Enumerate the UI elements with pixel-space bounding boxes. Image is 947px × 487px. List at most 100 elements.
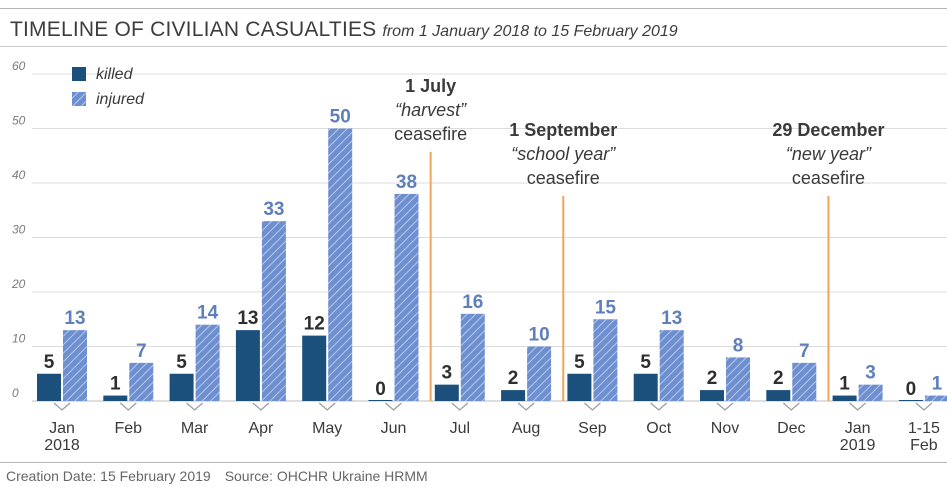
x-tick-label: May	[312, 420, 342, 437]
value-label-injured: 7	[799, 341, 810, 362]
value-label-injured: 13	[64, 308, 85, 329]
value-label-injured: 14	[197, 303, 219, 324]
x-tick-chevron	[252, 402, 270, 411]
bar-killed	[501, 390, 526, 401]
ceasefire-label: 1 July	[405, 76, 456, 96]
top-rule	[0, 8, 947, 9]
x-tick-chevron	[915, 402, 933, 411]
x-tick-chevron	[451, 402, 469, 411]
bar-injured	[261, 221, 286, 401]
bar-injured	[195, 324, 220, 401]
chart-header: TIMELINE OF CIVILIAN CASUALTIES from 1 Ja…	[10, 18, 678, 42]
x-tick-label: Oct	[646, 420, 671, 437]
value-label-killed: 1	[839, 374, 850, 395]
x-tick-chevron	[318, 402, 336, 411]
bar-killed	[169, 373, 194, 401]
legend-swatch	[72, 67, 86, 81]
y-tick-label: 50	[12, 114, 26, 128]
footer-rule	[0, 462, 947, 463]
value-label-injured: 13	[661, 308, 682, 329]
value-label-killed: 0	[375, 379, 386, 400]
x-tick-label: Feb	[115, 420, 143, 437]
value-label-injured: 8	[733, 335, 744, 356]
value-label-injured: 10	[529, 325, 550, 346]
value-label-killed: 2	[707, 368, 718, 389]
value-label-injured: 3	[865, 363, 876, 384]
x-tick-label: 1-15	[908, 420, 940, 437]
bar-injured	[129, 362, 154, 401]
x-tick-label: 2018	[44, 437, 80, 454]
ceasefire-label: ceasefire	[394, 124, 467, 144]
value-label-killed: 12	[304, 314, 325, 335]
bar-killed	[434, 384, 459, 401]
x-tick-label: Mar	[181, 420, 209, 437]
chart-title: TIMELINE OF CIVILIAN CASUALTIES	[10, 18, 377, 41]
x-tick-label: Jan	[49, 420, 75, 437]
x-tick-chevron	[650, 402, 668, 411]
bar-killed	[898, 400, 923, 401]
x-tick-chevron	[53, 402, 71, 411]
x-tick-label: Jan	[845, 420, 871, 437]
bar-killed	[832, 395, 857, 401]
bar-injured	[593, 319, 618, 401]
legend: killed injured	[72, 66, 145, 108]
value-label-killed: 0	[906, 379, 917, 400]
bar-injured	[527, 346, 552, 401]
ceasefire-label: “school year”	[511, 144, 616, 164]
legend-swatch	[72, 92, 86, 106]
bar-killed	[633, 373, 658, 401]
x-tick-chevron	[782, 402, 800, 411]
x-tick-label: Apr	[248, 420, 274, 437]
bar-killed	[235, 330, 260, 401]
x-tick-chevron	[584, 402, 601, 411]
bar-injured	[659, 330, 684, 401]
bar-killed	[103, 395, 128, 401]
bar-killed	[766, 390, 791, 401]
bar-injured	[726, 357, 750, 401]
value-label-killed: 2	[508, 368, 519, 389]
x-tick-label: Aug	[512, 420, 540, 437]
x-tick-label: 2019	[840, 437, 876, 454]
x-tick-chevron	[849, 402, 866, 411]
y-tick-label: 10	[12, 332, 26, 346]
value-label-killed: 5	[640, 352, 651, 373]
y-tick-label: 20	[11, 277, 26, 291]
bar-injured	[394, 193, 419, 401]
value-label-injured: 1	[932, 374, 943, 395]
x-tick-chevron	[385, 402, 402, 411]
ceasefire-label: “new year”	[786, 144, 872, 164]
ceasefire-label: 29 December	[772, 120, 884, 140]
source-note: Source: OHCHR Ukraine HRMM	[224, 468, 428, 484]
x-tick-chevron	[517, 402, 535, 411]
value-label-injured: 15	[595, 297, 617, 318]
bar-killed	[700, 390, 724, 401]
x-tick-label: Nov	[711, 420, 739, 437]
ceasefire-label: ceasefire	[792, 168, 865, 188]
x-tick-label: Jun	[381, 420, 407, 437]
ceasefire-label: 1 September	[509, 120, 617, 140]
bar-injured	[924, 395, 947, 401]
ceasefire-annotations: 1 July “harvest” ceasefire 1 September “scho…	[394, 76, 884, 401]
ceasefire-label: “harvest”	[395, 100, 467, 120]
header-rule	[0, 46, 947, 47]
value-label-injured: 16	[462, 292, 483, 313]
legend-label: injured	[96, 91, 145, 108]
x-tick-chevron	[716, 402, 734, 411]
y-tick-label: 30	[12, 223, 26, 237]
value-label-injured: 38	[396, 172, 417, 193]
value-label-killed: 13	[237, 308, 258, 329]
bar-injured	[858, 384, 883, 401]
bar-injured	[460, 313, 485, 401]
creation-date: Creation Date: 15 February 2019	[6, 468, 211, 484]
y-tick-label: 0	[12, 386, 19, 400]
value-label-killed: 1	[110, 374, 121, 395]
bar-injured	[63, 330, 87, 401]
chart-subtitle: from 1 January 2018 to 15 February 2019	[382, 23, 678, 40]
x-tick-chevron	[186, 402, 203, 411]
bar-injured	[792, 362, 817, 401]
value-label-killed: 2	[773, 368, 784, 389]
